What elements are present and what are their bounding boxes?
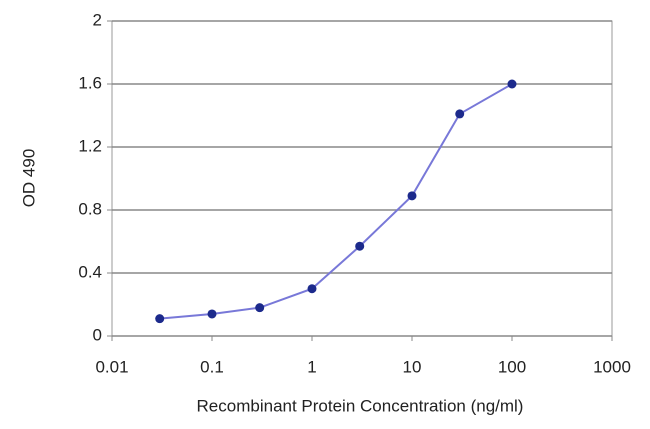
data-point — [355, 241, 365, 251]
data-point — [155, 314, 165, 324]
data-point — [255, 303, 265, 313]
y-axis-label: OD 490 — [19, 149, 38, 208]
data-point — [507, 79, 517, 89]
data-point — [207, 309, 217, 319]
data-point — [307, 284, 317, 294]
plot-area — [111, 20, 613, 337]
x-tick-label: 10 — [403, 357, 422, 376]
x-tick-label: 1000 — [593, 357, 631, 376]
y-tick-label: 1.2 — [78, 136, 102, 155]
data-point — [407, 191, 417, 201]
x-tick-label: 100 — [498, 357, 526, 376]
x-tick-label: 0.01 — [95, 357, 128, 376]
y-tick-label: 1.6 — [78, 73, 102, 92]
y-tick-label: 0.4 — [78, 262, 102, 281]
y-tick-label: 0.8 — [78, 199, 102, 218]
data-line — [159, 83, 513, 320]
y-tick-label: 0 — [93, 325, 102, 344]
x-axis-label: Recombinant Protein Concentration (ng/ml… — [197, 396, 524, 415]
x-tick-label: 1 — [307, 357, 316, 376]
data-point — [455, 109, 465, 119]
x-tick-label: 0.1 — [200, 357, 224, 376]
y-tick-label: 2 — [93, 10, 102, 29]
